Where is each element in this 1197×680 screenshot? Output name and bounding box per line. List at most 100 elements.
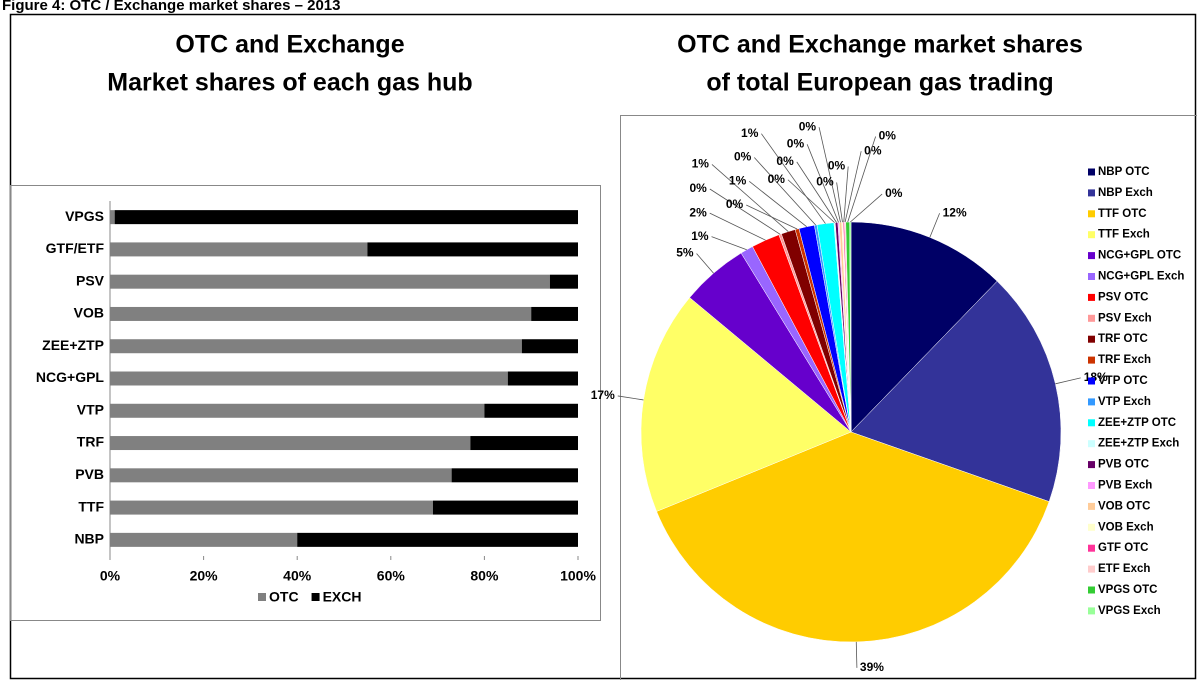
y-tick-label: PVB bbox=[75, 466, 104, 482]
bar bbox=[110, 500, 433, 515]
bar bbox=[531, 306, 578, 321]
data-label: 0% bbox=[885, 186, 903, 200]
legend-label: GTF OTC bbox=[1098, 542, 1148, 554]
legend-swatch bbox=[1088, 356, 1095, 364]
legend-swatch bbox=[1088, 168, 1095, 176]
legend-label: VTP Exch bbox=[1098, 396, 1151, 408]
legend-swatch bbox=[1088, 482, 1095, 489]
legend-swatch bbox=[1088, 419, 1095, 427]
legend-swatch bbox=[1088, 377, 1095, 385]
bar bbox=[110, 371, 508, 386]
leader-line bbox=[761, 133, 826, 224]
legend-label: OTC bbox=[269, 589, 299, 605]
legend-label: PSV OTC bbox=[1098, 291, 1148, 303]
data-label: 0% bbox=[799, 119, 817, 133]
y-tick-label: ZEE+ZTP bbox=[42, 337, 104, 353]
bar bbox=[110, 274, 550, 289]
legend-label: TRF Exch bbox=[1098, 354, 1151, 366]
bar bbox=[110, 436, 471, 451]
data-label: 0% bbox=[828, 159, 846, 173]
legend-label: NCG+GPL OTC bbox=[1098, 250, 1181, 262]
leader-line bbox=[1055, 377, 1081, 385]
legend-label: ZEE+ZTP OTC bbox=[1098, 417, 1176, 429]
legend-swatch bbox=[1088, 252, 1095, 260]
bar bbox=[110, 532, 298, 547]
data-label: 0% bbox=[768, 172, 786, 186]
bar bbox=[110, 210, 115, 225]
data-label: 0% bbox=[690, 181, 708, 195]
data-label: 39% bbox=[860, 660, 884, 674]
leader-line bbox=[709, 212, 766, 241]
legend-label: NBP Exch bbox=[1098, 187, 1153, 199]
legend-swatch bbox=[1088, 586, 1095, 594]
legend-swatch bbox=[1088, 461, 1095, 469]
legend-swatch bbox=[1088, 544, 1095, 552]
legend-swatch bbox=[1088, 607, 1095, 615]
leader-line bbox=[847, 136, 876, 223]
legend-label: EXCH bbox=[323, 589, 362, 605]
data-label: 1% bbox=[741, 126, 759, 140]
pie-slice bbox=[656, 431, 1050, 643]
legend-swatch bbox=[1088, 398, 1095, 406]
pie-slice bbox=[640, 297, 852, 512]
legend-label: NCG+GPL Exch bbox=[1098, 271, 1184, 283]
bar bbox=[110, 339, 522, 354]
legend-swatch bbox=[1088, 523, 1095, 531]
y-tick-label: TTF bbox=[78, 498, 104, 514]
legend-swatch bbox=[1088, 440, 1095, 448]
leader-line bbox=[843, 166, 849, 223]
legend-label: PVB Exch bbox=[1098, 480, 1152, 492]
legend-swatch bbox=[1088, 502, 1095, 510]
x-tick-label: 0% bbox=[100, 568, 121, 584]
bar bbox=[549, 274, 578, 289]
bar bbox=[470, 436, 578, 451]
bar bbox=[297, 532, 578, 547]
leader-line bbox=[796, 161, 837, 223]
bar bbox=[432, 500, 578, 515]
leader-line bbox=[787, 179, 835, 223]
leader-line bbox=[855, 641, 858, 668]
leader-line bbox=[806, 144, 839, 223]
data-label: 0% bbox=[816, 175, 834, 189]
data-label: 0% bbox=[776, 154, 794, 168]
plot-frame bbox=[620, 115, 1197, 680]
legend-swatch bbox=[1088, 189, 1095, 197]
chart-title: OTC and Exchange bbox=[175, 31, 404, 59]
legend-label: VPGS Exch bbox=[1098, 605, 1161, 617]
leader-line bbox=[929, 213, 940, 238]
legend-swatch bbox=[258, 593, 266, 601]
leader-line bbox=[711, 236, 747, 251]
data-label: 1% bbox=[729, 174, 747, 188]
data-label: 0% bbox=[879, 129, 897, 143]
bar bbox=[451, 468, 578, 483]
chart-title: Market shares of each gas hub bbox=[107, 69, 472, 97]
y-tick-label: TRF bbox=[77, 434, 105, 450]
legend-swatch bbox=[1088, 314, 1095, 322]
bar bbox=[367, 242, 578, 257]
data-label: 17% bbox=[591, 388, 615, 402]
data-label: 0% bbox=[864, 143, 882, 157]
leader-line bbox=[696, 253, 714, 274]
legend-label: TRF OTC bbox=[1098, 333, 1148, 345]
data-label: 0% bbox=[726, 197, 744, 211]
legend-label: VTP OTC bbox=[1098, 375, 1148, 387]
bar bbox=[114, 210, 579, 225]
bar bbox=[110, 242, 368, 257]
leader-line bbox=[749, 181, 807, 228]
x-tick-label: 20% bbox=[190, 568, 219, 584]
legend-label: TTF OTC bbox=[1098, 208, 1147, 220]
leader-line bbox=[754, 157, 816, 226]
pie-slice bbox=[850, 280, 1062, 502]
plot-frame bbox=[10, 185, 601, 621]
legend-label: VPGS OTC bbox=[1098, 584, 1157, 596]
leader-line bbox=[746, 204, 798, 230]
legend-swatch bbox=[1088, 335, 1095, 343]
data-label: 5% bbox=[676, 246, 694, 260]
legend-swatch bbox=[1088, 565, 1095, 573]
chart-title: OTC and Exchange market shares bbox=[677, 31, 1083, 59]
y-tick-label: PSV bbox=[76, 272, 105, 288]
legend-swatch bbox=[311, 593, 320, 601]
figure-title: Figure 4: OTC / Exchange market shares –… bbox=[2, 0, 340, 14]
leader-line bbox=[818, 127, 841, 223]
data-label: 1% bbox=[692, 157, 710, 171]
